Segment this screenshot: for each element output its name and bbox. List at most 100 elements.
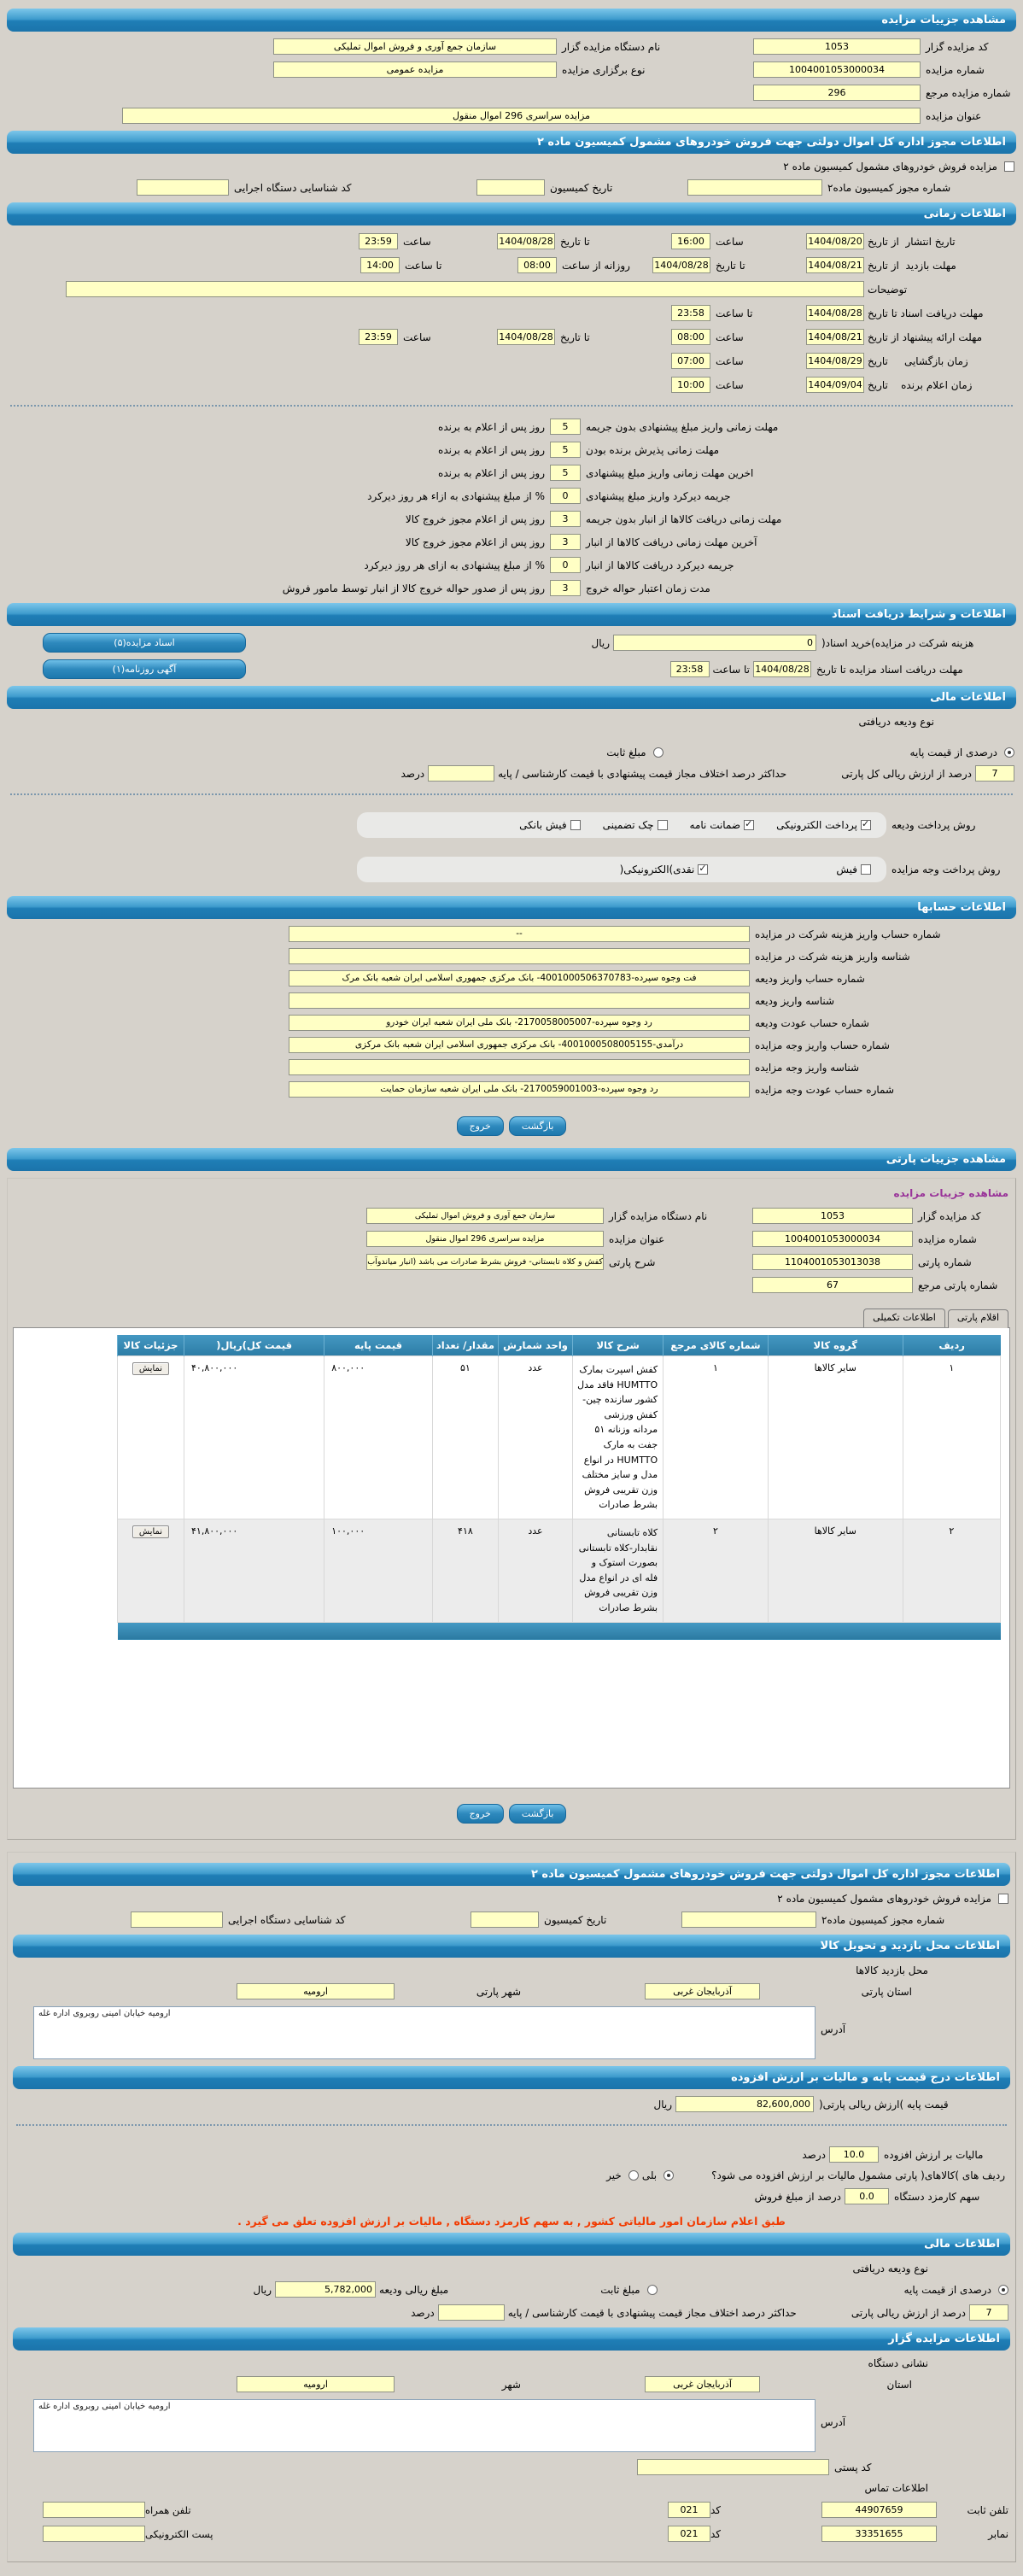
auction-type-field[interactable]: مزایده عمومی [273, 61, 557, 78]
auctioneer-code-field[interactable]: 1053 [753, 38, 921, 55]
penalty-value-field[interactable]: 5 [550, 442, 581, 458]
doc-deadline-date-field[interactable]: 1404/08/28 [753, 661, 811, 677]
checkbox-icon[interactable] [744, 818, 755, 830]
agency-province-field[interactable]: آذربایجان غربی [645, 2376, 760, 2392]
account-field[interactable] [289, 992, 750, 1009]
newspaper-ad-button[interactable]: آگهی روزنامه(۱) [43, 659, 246, 679]
radio-no[interactable] [628, 2170, 639, 2181]
mobile-field[interactable] [43, 2502, 145, 2518]
account-field[interactable] [289, 948, 750, 964]
penalty-value-field[interactable]: 0 [550, 557, 581, 573]
checkbox-icon[interactable] [861, 818, 871, 830]
account-field[interactable]: رد وجوه سپرده-2170059001003- بانک ملی ای… [289, 1081, 750, 1098]
show-item-details-button[interactable]: نمایش [132, 1525, 170, 1538]
permit-number-field[interactable] [681, 1912, 816, 1928]
publish-to-time-field[interactable]: 23:59 [359, 233, 398, 249]
show-item-details-button[interactable]: نمایش [132, 1362, 170, 1375]
account-field[interactable]: فت وجوه سپرده-4001000506370783- بانک مرک… [289, 970, 750, 986]
payment-option[interactable]: ضمانت نامه [690, 818, 755, 831]
deposit-amount-field[interactable]: 5,782,000 [275, 2281, 377, 2298]
party-org-field[interactable]: سازمان جمع آوری و فروش اموال تملیکی [366, 1208, 604, 1224]
checkbox-icon[interactable] [570, 820, 581, 830]
opening-time-field[interactable]: 07:00 [671, 353, 710, 369]
commission-date-field[interactable] [471, 1912, 539, 1928]
visit-daily-from-field[interactable]: 08:00 [517, 257, 557, 273]
party-desc-field[interactable]: کفش و کلاه تابستانی- فروش بشرط صادرات می… [366, 1254, 604, 1270]
tab-party-items[interactable]: اقلام پارتی [947, 1309, 1008, 1328]
docs-deadline-date-field[interactable]: 1404/08/28 [806, 305, 864, 321]
agency-address-field[interactable]: ارومیه خیابان امینی روبروی اداره غله [33, 2399, 815, 2452]
commission-share-field[interactable]: 0.0 [845, 2188, 889, 2204]
party-city-field[interactable]: ارومیه [237, 1983, 395, 1999]
max-diff-field[interactable] [428, 765, 495, 782]
visit-to-date-field[interactable]: 1404/08/28 [652, 257, 710, 273]
offer-to-date-field[interactable]: 1404/08/28 [497, 329, 555, 345]
auction-title-field[interactable]: مزایده سراسری 296 اموال منقول [122, 108, 921, 124]
offer-to-time-field[interactable]: 23:59 [359, 329, 398, 345]
org-name-field[interactable]: سازمان جمع آوری و فروش اموال تملیکی [273, 38, 557, 55]
payment-option[interactable]: فیش [836, 864, 871, 875]
payment-option[interactable]: پرداخت الکترونیکی [776, 818, 871, 831]
publish-to-date-field[interactable]: 1404/08/28 [497, 233, 555, 249]
payment-option[interactable]: نقدی)الکترونیکی( [620, 863, 709, 875]
fax-field[interactable]: 33351655 [821, 2526, 937, 2542]
account-field[interactable]: رد وجوه سپرده-2170058005007- بانک ملی ای… [289, 1015, 750, 1031]
max-diff-field[interactable] [437, 2304, 505, 2321]
exec-agency-id-field[interactable] [137, 179, 229, 196]
penalty-value-field[interactable]: 3 [550, 580, 581, 596]
opening-date-field[interactable]: 1404/08/29 [806, 353, 864, 369]
back-button[interactable]: بازگشت [508, 1116, 567, 1136]
notes-field[interactable] [66, 281, 864, 297]
tab-additional-info[interactable]: اطلاعات تکمیلی [863, 1308, 945, 1327]
radio-percent-of-base[interactable] [998, 2284, 1008, 2295]
account-field[interactable] [289, 1059, 750, 1075]
radio-yes[interactable] [663, 2170, 675, 2181]
winner-time-field[interactable]: 10:00 [671, 377, 710, 393]
party-ref-field[interactable]: 67 [752, 1277, 913, 1293]
payment-option[interactable]: فیش بانکی [519, 819, 581, 831]
fax-code-field[interactable]: 021 [668, 2526, 710, 2542]
auction-number-field[interactable]: 1004001053000034 [753, 61, 921, 78]
checkbox-icon[interactable] [698, 863, 709, 875]
exit-button[interactable]: خروج [456, 1804, 504, 1824]
penalty-value-field[interactable]: 5 [550, 419, 581, 435]
docs-deadline-time-field[interactable]: 23:58 [671, 305, 710, 321]
article2-checkbox[interactable] [998, 1894, 1008, 1904]
payment-option[interactable]: چک تضمینی [603, 819, 668, 831]
back-button[interactable]: بازگشت [508, 1804, 567, 1824]
party-auctioneer-code-field[interactable]: 1053 [752, 1208, 913, 1224]
party-province-field[interactable]: آذربایجان غربی [645, 1983, 760, 1999]
base-price-field[interactable]: 82,600,000 [675, 2096, 814, 2112]
winner-date-field[interactable]: 1404/09/04 [806, 377, 864, 393]
permit-number-field[interactable] [687, 179, 822, 196]
phone-field[interactable]: 44907659 [821, 2502, 937, 2518]
visit-from-date-field[interactable]: 1404/08/21 [806, 257, 864, 273]
exit-button[interactable]: خروج [456, 1116, 504, 1136]
doc-deadline-time-field[interactable]: 23:58 [669, 661, 710, 677]
checkbox-icon[interactable] [657, 820, 668, 830]
penalty-value-field[interactable]: 0 [550, 488, 581, 504]
agency-city-field[interactable]: ارومیه [237, 2376, 395, 2392]
party-number-field[interactable]: 1104001053013038 [752, 1254, 913, 1270]
auction-documents-button[interactable]: اسناد مزایده(۵) [43, 633, 246, 653]
auction-ref-field[interactable]: 296 [753, 85, 921, 101]
offer-from-time-field[interactable]: 08:00 [671, 329, 710, 345]
email-field[interactable] [43, 2526, 145, 2542]
checkbox-icon[interactable] [861, 864, 871, 875]
publish-from-date-field[interactable]: 1404/08/20 [806, 233, 864, 249]
radio-fixed-amount[interactable] [646, 2284, 658, 2295]
deposit-percent-field[interactable]: 7 [975, 765, 1014, 782]
penalty-value-field[interactable]: 3 [550, 511, 581, 527]
account-field[interactable]: درآمدی-4001000508005155- بانک مرکزی جمهو… [289, 1037, 750, 1053]
publish-from-time-field[interactable]: 16:00 [671, 233, 710, 249]
party-auction-number-field[interactable]: 1004001053000034 [752, 1231, 913, 1247]
penalty-value-field[interactable]: 5 [550, 465, 581, 481]
party-address-field[interactable]: ارومیه خیابان امینی روبروی اداره غله [33, 2006, 815, 2059]
deposit-percent-field[interactable]: 7 [969, 2304, 1008, 2321]
commission-date-field[interactable] [476, 179, 545, 196]
doc-fee-field[interactable]: 0 [613, 635, 816, 651]
vat-field[interactable]: 10.0 [829, 2146, 879, 2163]
offer-from-date-field[interactable]: 1404/08/21 [806, 329, 864, 345]
exec-agency-id-field[interactable] [131, 1912, 223, 1928]
article2-checkbox[interactable] [1004, 161, 1014, 172]
